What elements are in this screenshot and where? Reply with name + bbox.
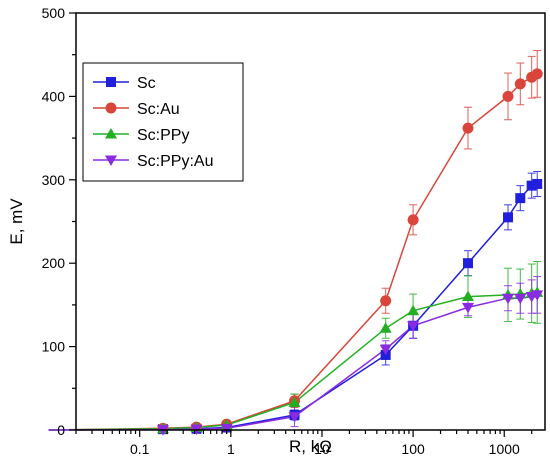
data-point-sc [462,258,473,269]
x-axis-label: R, kΩ [289,437,332,456]
data-point-sc [515,193,526,204]
data-point-sc-ppy-au [288,412,301,423]
y-axis-label: E, mV [7,198,26,245]
legend-marker-sc-ppy-au [105,155,117,166]
data-point-sc-ppy-au [407,321,420,332]
x-tick-label: 1000 [489,441,520,457]
legend-label-sc-au: Sc:Au [137,101,180,118]
data-point-sc-au [531,68,543,80]
legend: Sc Sc:Au Sc:PPy Sc:PPy:Au [82,62,244,182]
data-point-sc-ppy-au [502,293,515,305]
data-point-sc-ppy [407,304,420,316]
x-tick-label: 10 [314,441,330,457]
legend-item-sc-au: Sc:Au [93,101,180,118]
legend-label-sc-ppy: Sc:PPy [137,127,189,144]
legend-item-sc-ppy: Sc:PPy [93,127,189,144]
legend-item-sc: Sc [93,75,156,92]
series-line-sc [48,183,538,431]
data-point-sc-au [407,214,419,226]
y-tick-label: 400 [42,88,66,104]
x-tick-label: 100 [401,441,425,457]
data-point-sc [532,178,543,189]
y-tick-label: 0 [57,422,65,438]
data-point-sc-ppy-au [514,293,527,305]
data-point-sc-au [514,78,526,90]
y-axis-ticks: 0 100 200 300 400 500 [42,5,76,438]
legend-label-sc: Sc [137,75,156,92]
data-point-sc-ppy [379,322,392,333]
data-point-sc-ppy-au [461,302,474,314]
data-point-sc [503,212,514,223]
y-tick-label: 200 [42,255,66,271]
data-point-sc-au [462,122,474,134]
data-point-sc-ppy-au [531,290,544,301]
legend-label-sc-ppy-au: Sc:PPy:Au [137,153,213,170]
series-line-sc-ppy [48,291,538,431]
x-tick-label: 1 [227,441,235,457]
data-point-sc-au [380,295,392,307]
data-point-sc [526,180,537,191]
x-tick-label: 0.1 [130,441,150,457]
data-point-sc-ppy [288,396,301,407]
data-point-sc-ppy-au [379,344,392,356]
x-axis-ticks: 0.1 1 10 100 1000 [75,430,533,457]
legend-item-sc-ppy-au: Sc:PPy:Au [93,153,213,170]
legend-marker-sc-ppy [105,128,117,139]
y-tick-label: 500 [42,5,66,21]
y-tick-label: 100 [42,339,66,355]
data-point-sc-au [502,90,514,102]
series-markers [156,68,544,436]
data-point-sc-ppy-au [220,423,233,435]
legend-marker-sc [106,77,116,87]
legend-marker-sc-au [105,102,117,114]
y-tick-label: 300 [42,172,66,188]
data-point-sc-ppy [461,290,474,302]
